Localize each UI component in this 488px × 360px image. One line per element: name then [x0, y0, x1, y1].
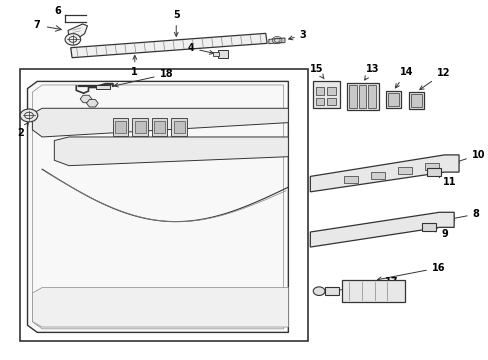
Text: 8: 8 [450, 209, 479, 220]
Bar [422, 223, 435, 231]
Bar [171, 118, 186, 136]
Circle shape [20, 109, 38, 122]
Text: 16: 16 [377, 263, 445, 281]
Bar [20, 69, 307, 341]
Text: 9: 9 [432, 228, 447, 239]
Text: 17: 17 [335, 277, 398, 292]
Polygon shape [68, 24, 87, 39]
Bar [217, 50, 228, 58]
Circle shape [313, 287, 325, 296]
Bar [424, 163, 438, 170]
Text: 14: 14 [395, 67, 412, 88]
Bar [370, 172, 384, 179]
Bar [312, 81, 339, 108]
Polygon shape [310, 155, 458, 192]
Bar [344, 176, 357, 183]
Polygon shape [310, 212, 453, 247]
Polygon shape [71, 33, 266, 58]
Text: 13: 13 [364, 64, 378, 80]
Polygon shape [32, 288, 288, 327]
Bar [341, 280, 405, 302]
Bar [427, 168, 440, 176]
Text: 4: 4 [187, 43, 213, 54]
Polygon shape [86, 99, 98, 107]
Bar [346, 83, 378, 110]
Bar [327, 87, 335, 95]
Text: 12: 12 [419, 68, 449, 90]
Bar [315, 87, 324, 95]
Bar [348, 85, 356, 108]
Bar [115, 121, 126, 133]
Text: 10: 10 [454, 150, 484, 163]
Bar [397, 167, 411, 174]
Bar [325, 287, 338, 296]
Bar [154, 121, 164, 133]
Bar [212, 51, 218, 56]
Bar [408, 92, 423, 109]
Bar [135, 121, 145, 133]
Polygon shape [54, 137, 288, 166]
Bar [173, 121, 184, 133]
Bar [315, 98, 324, 105]
Text: 6: 6 [55, 6, 61, 16]
Bar [358, 85, 366, 108]
Text: 1: 1 [131, 55, 138, 77]
Polygon shape [32, 108, 288, 137]
Text: 5: 5 [172, 10, 179, 36]
Bar [96, 85, 110, 89]
Bar [367, 85, 375, 108]
Bar [327, 98, 335, 105]
Bar [152, 118, 167, 136]
Bar [132, 118, 148, 136]
Bar [385, 91, 400, 108]
Bar [113, 118, 128, 136]
Circle shape [65, 34, 81, 45]
Text: 2: 2 [17, 123, 28, 138]
Polygon shape [268, 38, 285, 44]
Text: 7: 7 [33, 20, 40, 30]
Bar [387, 93, 398, 107]
Text: 15: 15 [309, 64, 324, 79]
Polygon shape [80, 95, 92, 103]
Polygon shape [27, 81, 288, 332]
Text: 18: 18 [114, 69, 173, 87]
Bar [410, 94, 421, 107]
Text: 11: 11 [436, 174, 455, 187]
Text: 3: 3 [288, 30, 306, 40]
